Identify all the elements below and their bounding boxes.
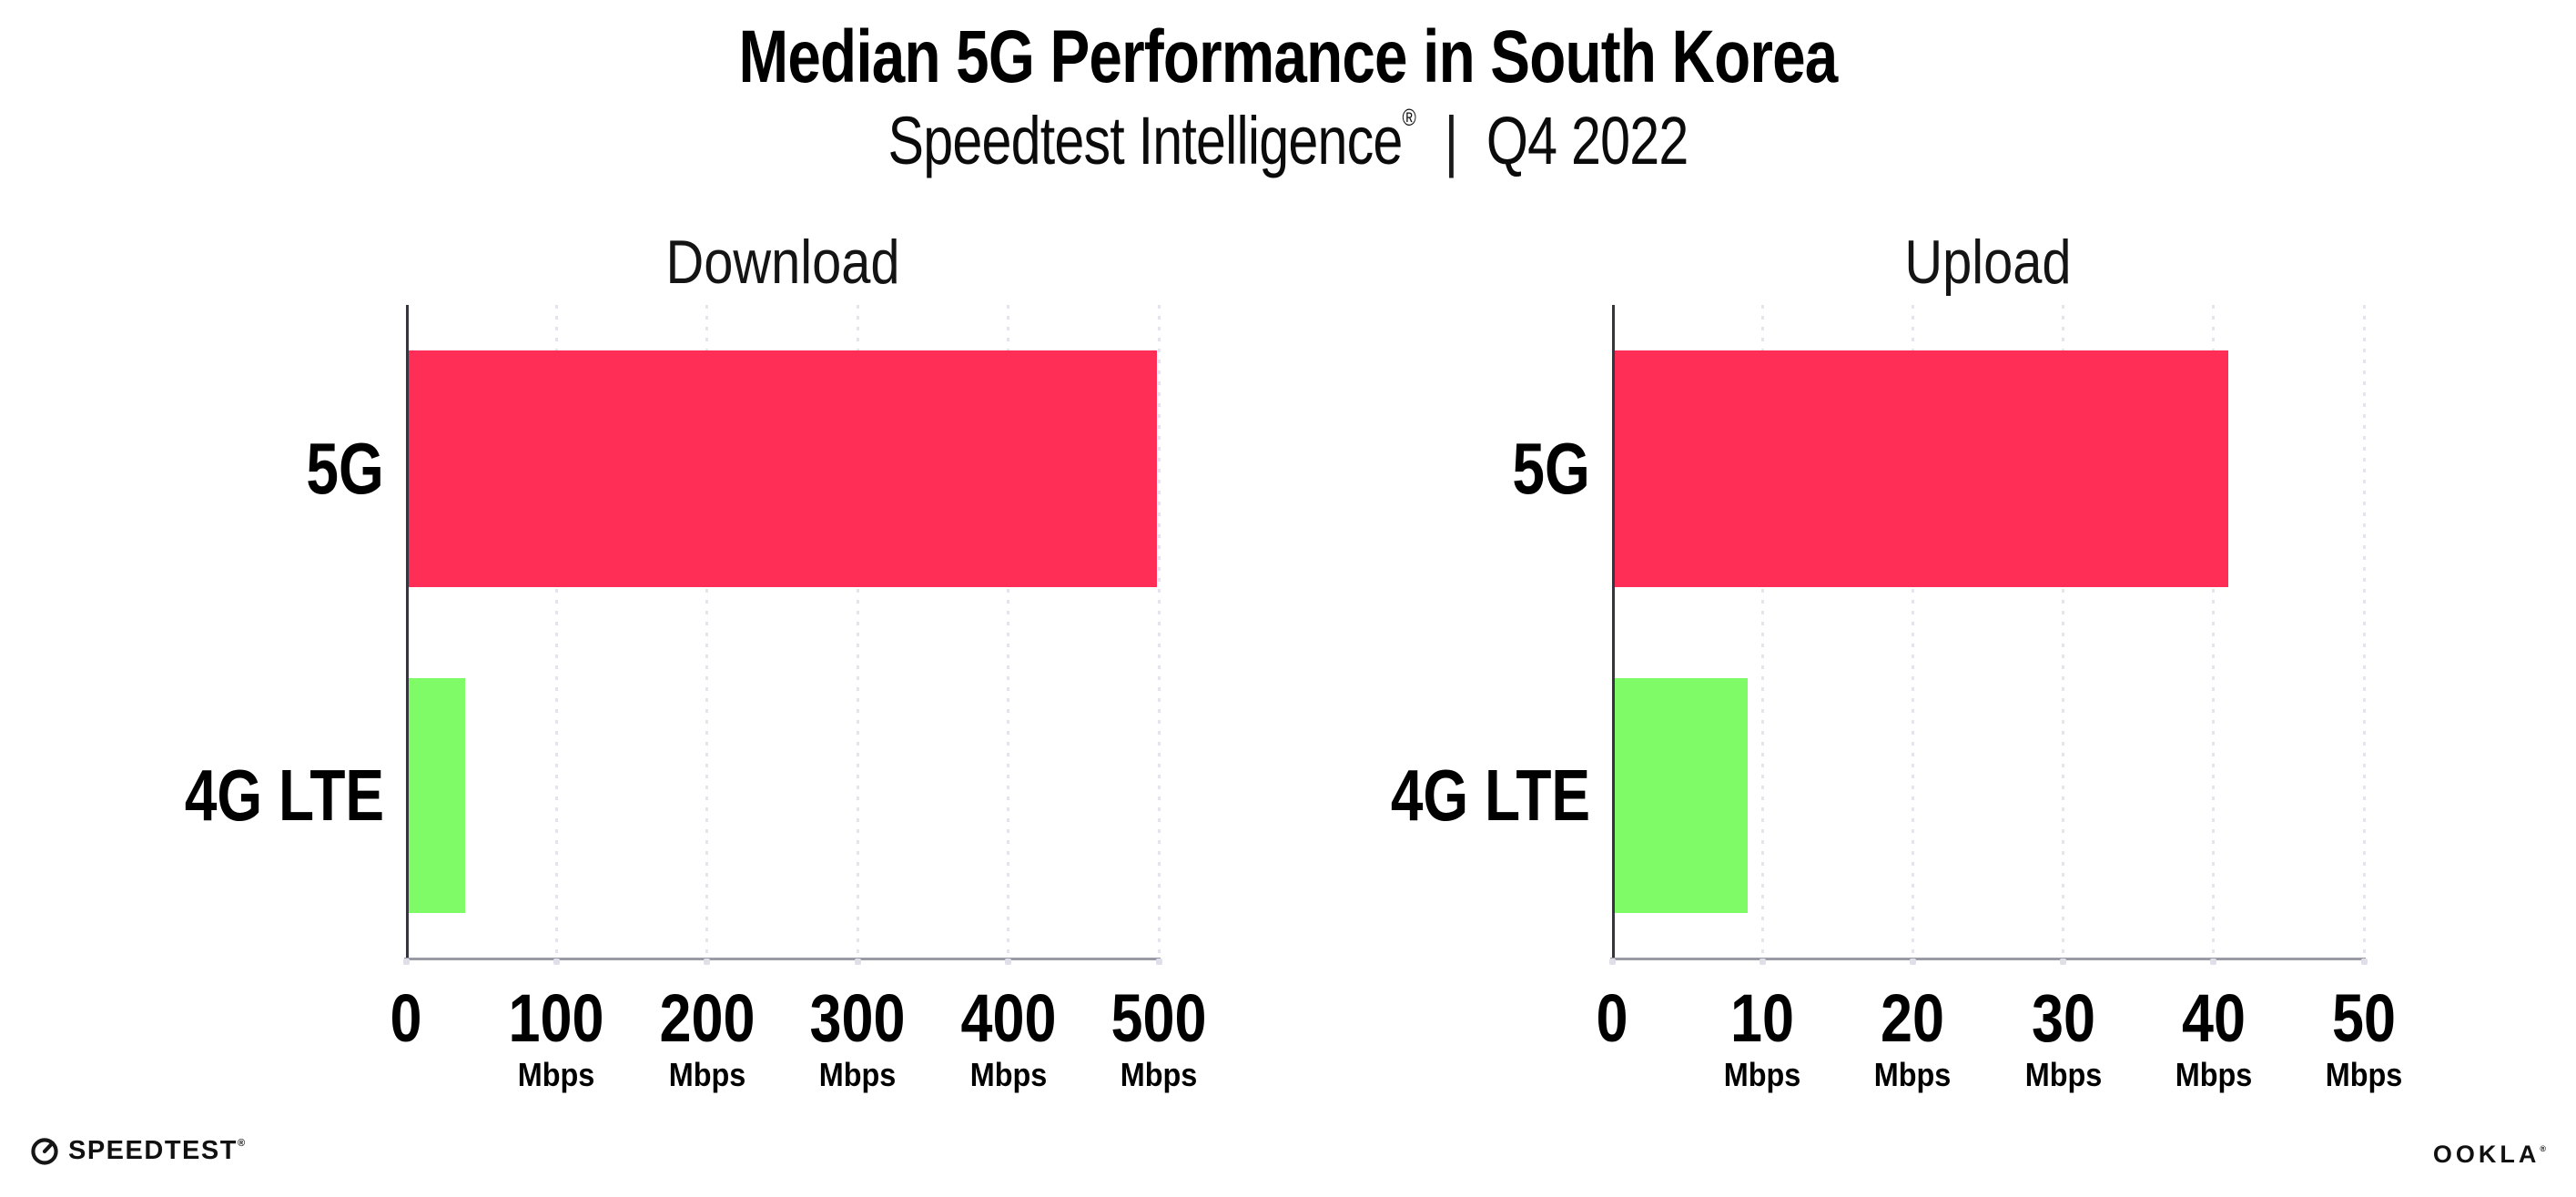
category-label: 5G xyxy=(1512,428,1590,509)
gridline xyxy=(1157,305,1161,958)
speedtest-logo: SPEEDTEST® xyxy=(29,1135,245,1166)
tick-foot xyxy=(854,959,861,965)
x-tick-label: 500 xyxy=(1111,980,1207,1056)
gridline xyxy=(2362,305,2366,958)
bar-5g xyxy=(1612,350,2229,587)
x-tick-label: 100 xyxy=(508,980,604,1056)
tick-foot xyxy=(2360,959,2368,965)
x-tick-unit: Mbps xyxy=(1874,1056,1952,1093)
page-subtitle: Speedtest Intelligence® | Q4 2022 xyxy=(888,102,1689,179)
x-tick-label: 400 xyxy=(960,980,1057,1056)
bar-4g-lte xyxy=(1612,678,1748,913)
ookla-logo: OOKLA® xyxy=(2433,1141,2546,1169)
gridline xyxy=(1007,305,1010,958)
x-tick-unit: Mbps xyxy=(2024,1056,2102,1093)
x-tick-label: 10 xyxy=(1730,980,1795,1056)
x-tick-unit: Mbps xyxy=(818,1056,897,1093)
y-axis xyxy=(406,305,409,958)
x-tick-unit: Mbps xyxy=(969,1056,1047,1093)
subtitle-separator: | xyxy=(1444,103,1458,178)
tick-foot xyxy=(2060,959,2067,965)
tick-foot xyxy=(1759,959,1766,965)
chart-title: Download xyxy=(664,228,900,297)
x-tick-unit: Mbps xyxy=(2175,1056,2253,1093)
x-tick-label: 50 xyxy=(2332,980,2396,1056)
bar-5g xyxy=(406,350,1158,587)
tick-foot xyxy=(1005,959,1012,965)
x-tick-label: 20 xyxy=(1881,980,1945,1056)
registered-mark-icon: ® xyxy=(237,1137,246,1149)
gridline xyxy=(1911,305,1914,958)
subtitle-brand: Speedtest Intelligence xyxy=(887,103,1404,178)
tick-foot xyxy=(1909,959,1916,965)
speedtest-wordmark: SPEEDTEST® xyxy=(68,1135,246,1165)
tick-foot xyxy=(402,959,410,965)
speedtest-gauge-icon xyxy=(31,1138,58,1165)
tick-foot xyxy=(1155,959,1162,965)
x-tick-unit: Mbps xyxy=(1723,1056,1801,1093)
bar-4g-lte xyxy=(406,678,465,913)
gridline xyxy=(1760,305,1764,958)
category-label: 4G LTE xyxy=(1390,755,1590,836)
registered-mark-icon: ® xyxy=(1402,104,1416,131)
gridline xyxy=(856,305,859,958)
gridline xyxy=(2062,305,2065,958)
page-title: Median 5G Performance in South Korea xyxy=(738,15,1839,98)
x-tick-unit: Mbps xyxy=(1120,1056,1198,1093)
chart-title: Upload xyxy=(1904,228,2072,297)
x-tick-unit: Mbps xyxy=(518,1056,595,1093)
download-chart: Download 0 100 Mbps 200 Mbps 300 Mbps 400 Mbps 500… xyxy=(185,228,1207,1091)
gridline xyxy=(705,305,709,958)
tick-foot xyxy=(704,959,711,965)
category-label: 5G xyxy=(306,428,384,509)
subtitle-period: Q4 2022 xyxy=(1486,103,1689,178)
y-axis xyxy=(1612,305,1615,958)
tick-foot xyxy=(1608,959,1616,965)
ookla-wordmark: OOKLA® xyxy=(2432,1141,2546,1168)
category-label: 4G LTE xyxy=(184,755,384,836)
gridline xyxy=(554,305,558,958)
tick-foot xyxy=(2210,959,2217,965)
registered-mark-icon: ® xyxy=(2540,1144,2546,1153)
x-tick-label: 300 xyxy=(809,980,906,1056)
gridline xyxy=(2212,305,2216,958)
x-tick-label: 30 xyxy=(2031,980,2095,1056)
x-tick-label: 0 xyxy=(390,980,422,1056)
tick-foot xyxy=(553,959,560,965)
x-axis xyxy=(404,958,1161,960)
upload-chart: Upload 0 10 Mbps 20 Mbps 30 Mbps 40 Mbps 50 Mbps 5G 4… xyxy=(1391,228,2403,1091)
x-tick-label: 40 xyxy=(2181,980,2246,1056)
x-axis xyxy=(1610,958,2366,960)
x-tick-label: 0 xyxy=(1596,980,1628,1056)
x-tick-label: 200 xyxy=(659,980,756,1056)
x-tick-unit: Mbps xyxy=(2325,1056,2403,1093)
x-tick-unit: Mbps xyxy=(668,1056,746,1093)
